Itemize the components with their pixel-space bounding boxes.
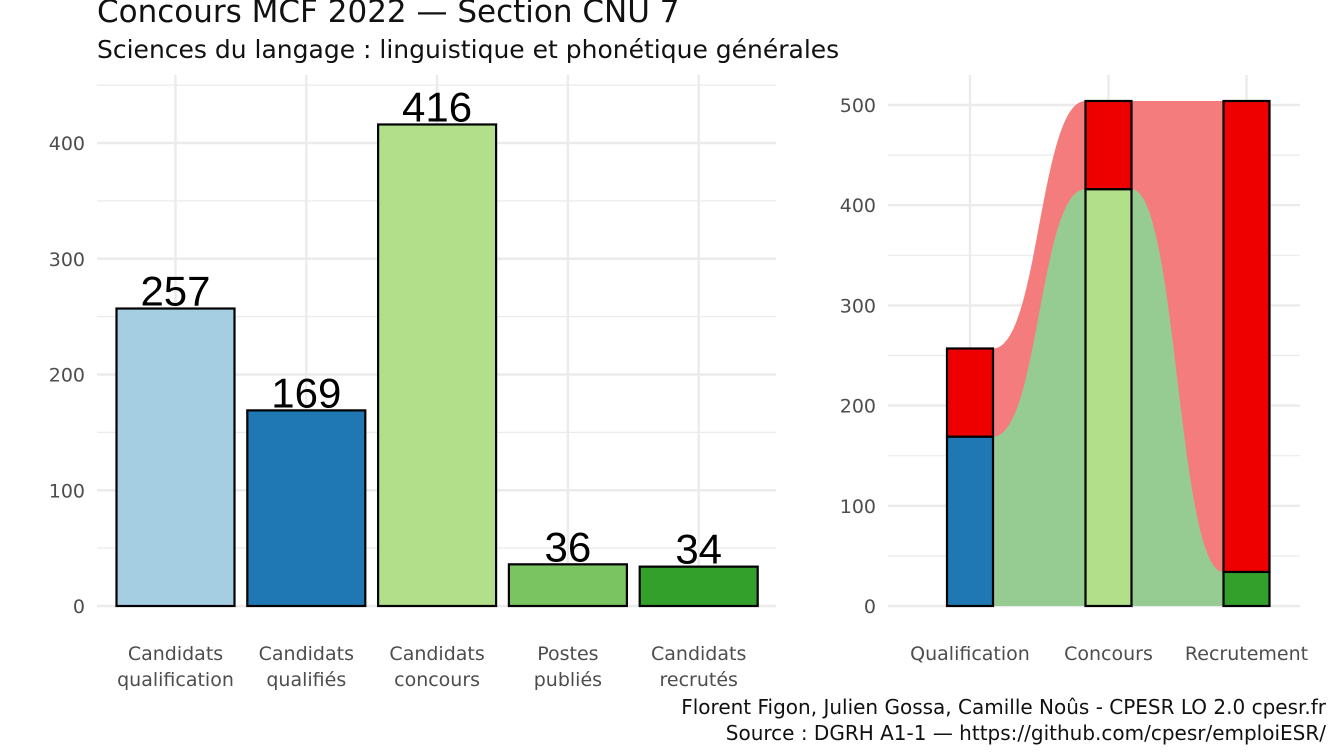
right-x-tick-label: Qualification <box>910 643 1030 665</box>
left-y-axis-ticks: 0 100 200 300 400 <box>49 133 85 618</box>
left-bar <box>507 563 628 608</box>
left-x-tick-label: qualification <box>117 669 234 691</box>
right-bar-segment-rejected <box>945 347 995 438</box>
left-data-label: 34 <box>675 526 722 573</box>
right-bar-segment-accepted <box>1084 188 1133 608</box>
right-y-tick-label: 300 <box>840 295 876 317</box>
left-x-tick-label: Candidats <box>651 643 746 665</box>
caption-source: Source : DGRH A1-1 — https://github.com/… <box>725 721 1326 745</box>
left-x-tick-label: Candidats <box>259 643 354 665</box>
right-x-axis-ticks: Qualification Concours Recrutement <box>910 643 1308 665</box>
right-bar-segment-rejected <box>1084 99 1133 191</box>
left-x-tick-label: recrutés <box>659 669 737 691</box>
left-bar <box>115 307 236 608</box>
chart-title: Concours MCF 2022 — Section CNU 7 <box>97 0 680 30</box>
left-data-labels: 257 169 416 36 34 <box>140 83 722 572</box>
left-x-tick-label: Candidats <box>389 643 484 665</box>
right-y-tick-label: 0 <box>864 596 876 618</box>
right-y-tick-label: 500 <box>840 95 876 117</box>
right-stacked-bars <box>945 99 1271 608</box>
left-x-tick-label: Postes <box>537 643 598 665</box>
left-bar <box>246 409 367 608</box>
left-y-tick-label: 100 <box>49 480 85 502</box>
left-x-tick-label: qualifiés <box>266 669 346 691</box>
left-data-label: 257 <box>140 268 210 315</box>
left-data-label: 416 <box>402 83 472 130</box>
right-bar-segment-accepted <box>945 435 995 608</box>
left-data-label: 36 <box>545 523 592 570</box>
chart-subtitle: Sciences du langage : linguistique et ph… <box>97 35 840 64</box>
left-data-label: 169 <box>271 369 341 416</box>
left-y-tick-label: 0 <box>73 596 85 618</box>
right-y-tick-label: 100 <box>840 496 876 518</box>
right-x-tick-label: Recrutement <box>1185 643 1308 665</box>
caption-credits: Florent Figon, Julien Gossa, Camille Noû… <box>681 695 1326 719</box>
left-x-axis-ticks: Candidats qualification Candidats qualifiés… <box>117 643 746 691</box>
left-x-tick-label: publiés <box>534 669 602 691</box>
left-bar <box>638 565 759 608</box>
right-y-tick-label: 200 <box>840 396 876 418</box>
chart-caption: Florent Figon, Julien Gossa, Camille Noû… <box>681 694 1326 746</box>
left-y-tick-label: 300 <box>49 249 85 271</box>
left-y-tick-label: 200 <box>49 365 85 387</box>
left-y-tick-label: 400 <box>49 133 85 155</box>
right-x-tick-label: Concours <box>1064 643 1153 665</box>
right-y-tick-label: 400 <box>840 195 876 217</box>
left-bar <box>377 123 498 608</box>
left-x-tick-label: Candidats <box>128 643 223 665</box>
left-bar-series <box>115 123 759 608</box>
left-x-tick-label: concours <box>394 669 480 691</box>
right-y-axis-ticks: 0 100 200 300 400 500 <box>840 95 876 618</box>
right-bar-segment-rejected <box>1222 99 1271 574</box>
right-bar-segment-accepted <box>1222 570 1271 608</box>
